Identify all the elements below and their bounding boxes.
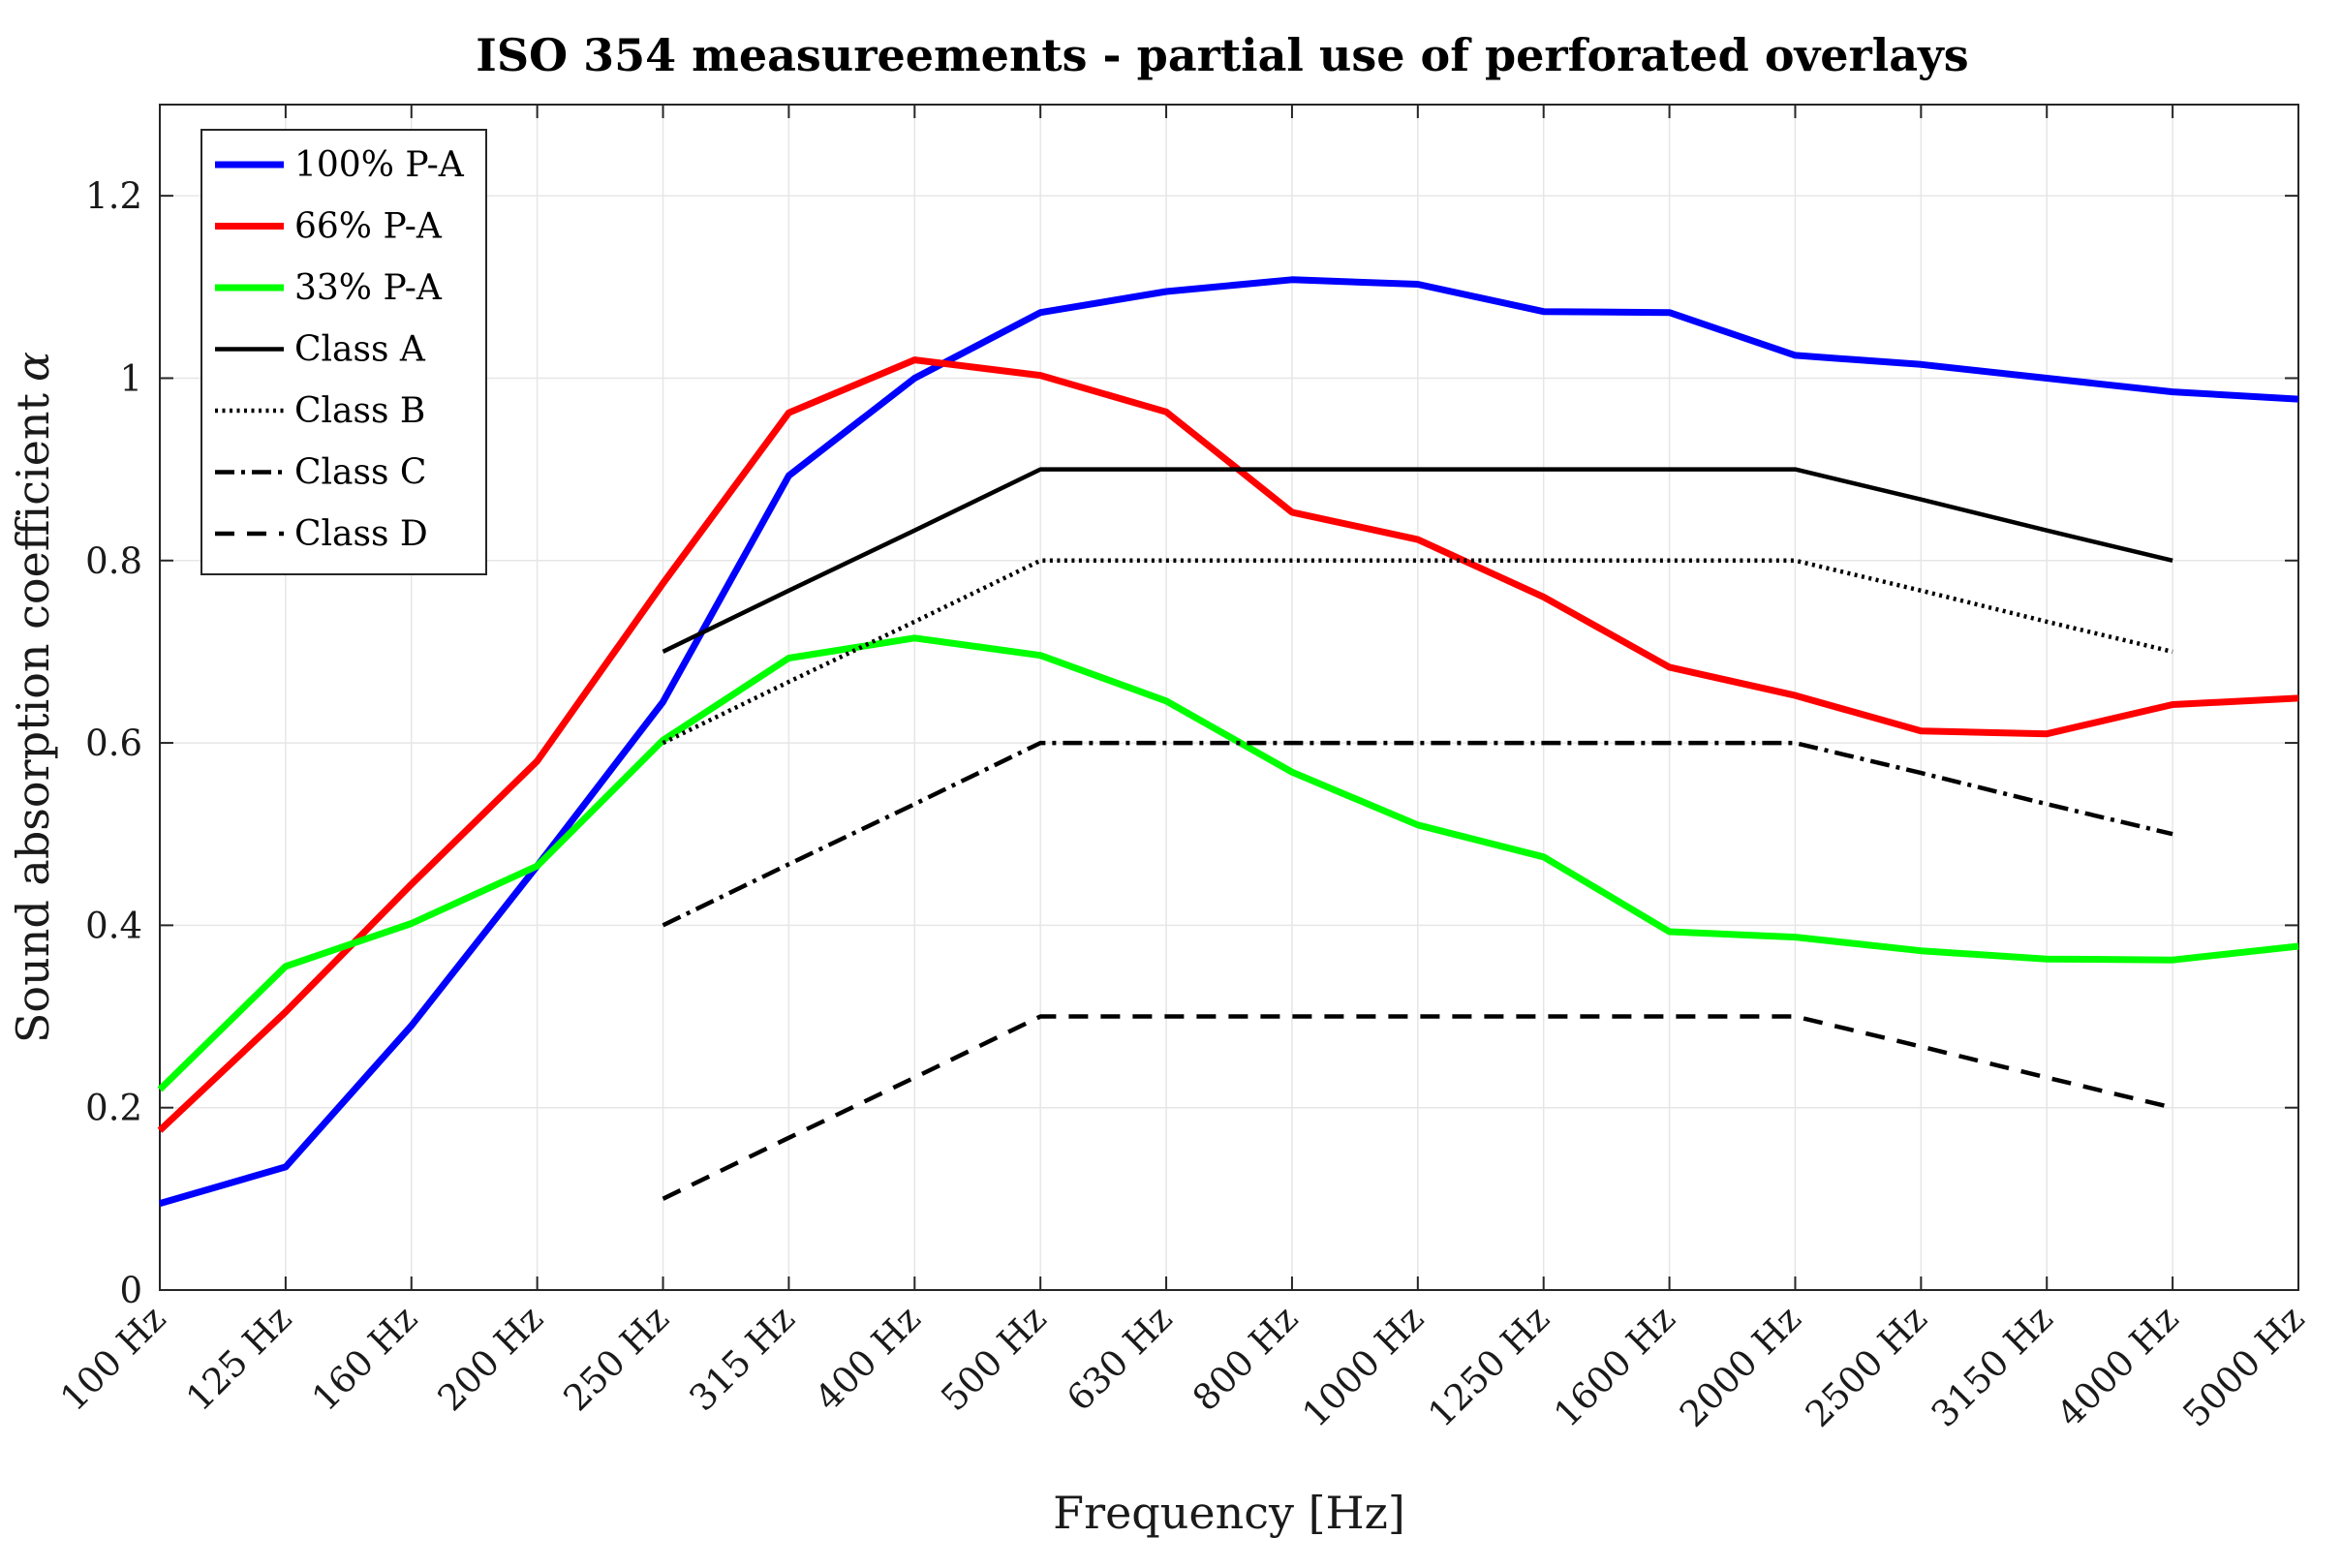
- series-line-33-p-a: [157, 634, 2299, 1092]
- series-lines: [157, 276, 2299, 1207]
- legend-label: Class C: [294, 453, 426, 493]
- series-line-class-a: [662, 467, 2173, 654]
- y-axis-label-text: Sound absorption coefficient: [7, 392, 59, 1043]
- y-tick-label: 1: [119, 357, 142, 399]
- legend-label: 33% P-A: [294, 268, 443, 308]
- chart-title: ISO 354 measureements - partial use of p…: [476, 29, 1968, 81]
- y-tick-label: 0.2: [85, 1088, 142, 1129]
- y-tick-label: 1.2: [85, 175, 142, 217]
- grid: [160, 105, 2298, 1290]
- legend-label: Class D: [294, 514, 428, 554]
- y-tick-label: 0: [119, 1270, 142, 1311]
- series-line-100-p-a: [159, 276, 2299, 1207]
- legend-label: 66% P-A: [294, 207, 443, 247]
- legend-items: 100% P-A 66% P-A 33% P-A Class A Class B Clas…: [215, 145, 465, 554]
- y-axis: 0 0.2 0.4 0.6 0.8 1 1.2: [85, 175, 2298, 1311]
- series-line-class-c: [662, 740, 2173, 928]
- y-axis-label: Sound absorption coefficient α: [7, 352, 59, 1043]
- series-line-66-p-a: [157, 356, 2299, 1133]
- x-axis-label: Frequency [Hz]: [1053, 1487, 1405, 1539]
- y-axis-label-symbol: α: [7, 352, 59, 382]
- y-tick-label: 0.6: [85, 723, 142, 764]
- legend[interactable]: 100% P-A 66% P-A 33% P-A Class A Class B Clas…: [200, 129, 487, 575]
- y-tick-label: 0.4: [85, 905, 142, 946]
- legend-label: Class A: [294, 330, 426, 370]
- legend-label: 100% P-A: [294, 145, 465, 185]
- legend-box: [200, 129, 487, 575]
- legend-label: Class B: [294, 391, 425, 431]
- y-tick-label: 0.8: [85, 540, 142, 582]
- plot-frame: [159, 104, 2299, 1291]
